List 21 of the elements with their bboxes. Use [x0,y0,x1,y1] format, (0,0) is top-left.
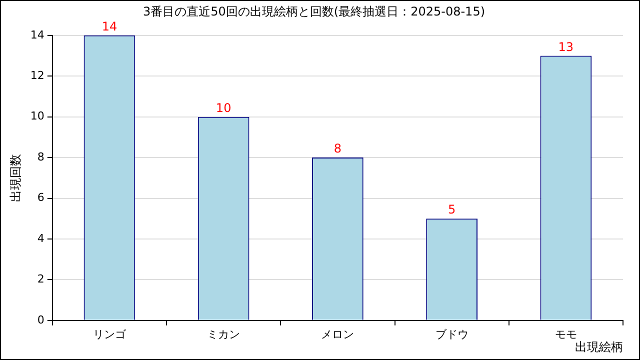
data-label: 10 [216,100,232,115]
x-tick-label: メロン [321,328,354,341]
data-label: 5 [448,202,456,217]
chart-title: 3番目の直近50回の出現絵柄と回数(最終抽選日：2025-08-15) [142,4,486,18]
y-tick-label: 4 [37,232,44,245]
x-tick-label: リンゴ [92,328,127,341]
x-tick-label: モモ [554,328,577,341]
y-tick-label: 8 [37,150,44,164]
y-axis-title: 出現回数 [8,154,22,202]
y-tick-label: 2 [37,272,44,286]
y-tick-label: 12 [30,68,44,82]
x-tick-label: ミカン [207,328,240,341]
data-label: 14 [102,20,118,34]
y-tick-label: 6 [37,191,44,204]
y-tick-label: 10 [30,110,44,123]
data-label: 13 [558,40,574,54]
y-tick-label: 14 [30,28,44,42]
x-axis-title: 出現絵柄 [575,340,623,354]
y-tick-label: 0 [37,313,44,326]
data-label: 8 [334,142,342,156]
x-tick-label: ブドウ [435,328,468,341]
